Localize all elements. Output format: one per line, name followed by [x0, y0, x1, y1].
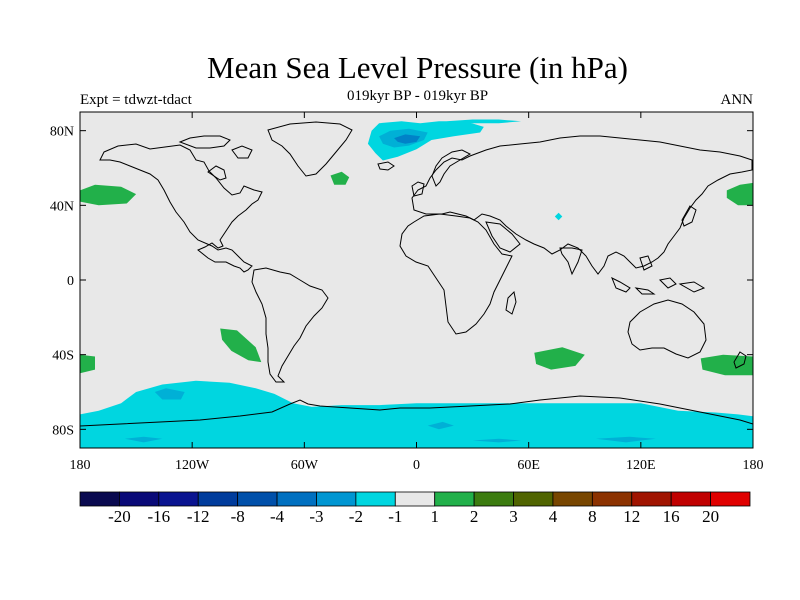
- region-atlantic-spot: [330, 171, 350, 185]
- x-tick-label: 60W: [291, 458, 319, 473]
- coastline-south-america: [251, 267, 329, 383]
- coastline-british-isles: [411, 181, 425, 197]
- region-antarctic-core-5: [596, 436, 656, 443]
- colorbar-label: -12: [187, 507, 210, 526]
- colorbar-swatch: [631, 491, 672, 507]
- region-antarctic-core-2: [124, 436, 163, 443]
- colorbar-swatch: [513, 491, 554, 507]
- region-south-pacific-high-west: [80, 354, 95, 374]
- y-tick-label: 80N: [50, 125, 74, 140]
- coastline-eurasia: [411, 135, 753, 275]
- colorbar-swatch: [158, 491, 199, 507]
- colorbar-label: 3: [509, 507, 518, 526]
- region-north-atlantic-low-inner: [394, 134, 421, 144]
- colorbar-swatch: [237, 491, 278, 507]
- colorbar-label: 2: [470, 507, 479, 526]
- colorbar-label: -8: [231, 507, 245, 526]
- region-tibet-spot: [554, 212, 563, 221]
- x-tick-label: 180: [70, 458, 91, 473]
- season-label: ANN: [720, 92, 754, 108]
- y-tick-label: 40S: [52, 349, 74, 364]
- colorbar-swatch: [710, 491, 751, 507]
- colorbar-label: 1: [430, 507, 439, 526]
- experiment-label: Expt = tdwzt-tdact: [80, 92, 192, 108]
- region-antarctic-core-3: [427, 421, 454, 430]
- coastline-japan: [681, 205, 697, 227]
- region-north-pacific-high-east: [726, 182, 753, 206]
- colorbar-label: -1: [388, 507, 402, 526]
- coastline-new-zealand: [733, 351, 747, 369]
- colorbar-swatch: [316, 491, 357, 507]
- region-antarctic-core-1: [154, 388, 185, 400]
- region-south-indian-high: [534, 347, 585, 370]
- region-arctic-ridge: [446, 119, 522, 124]
- map-title: Mean Sea Level Pressure (in hPa): [207, 50, 628, 85]
- colorbar-swatch: [434, 491, 475, 507]
- colorbar-swatch: [591, 491, 633, 507]
- colorbar-swatch: [355, 491, 396, 507]
- region-antarctic-core-4: [472, 438, 522, 443]
- coastline-indonesia: [611, 255, 706, 295]
- colorbar-label: -2: [349, 507, 363, 526]
- colorbar-swatch: [670, 491, 711, 507]
- coastline-north-america: [99, 143, 263, 273]
- colorbar-swatch: [79, 491, 120, 507]
- colorbar-label: 16: [663, 507, 680, 526]
- x-tick-label: 60E: [517, 458, 540, 473]
- coastline-hudson-bay: [207, 165, 227, 181]
- colorbar-swatch: [473, 491, 514, 507]
- colorbar-label: -16: [147, 507, 170, 526]
- colorbar-label: -3: [309, 507, 323, 526]
- x-tick-label: 120W: [175, 458, 210, 473]
- y-tick-label: 0: [67, 274, 74, 289]
- colorbar-label: 12: [623, 507, 640, 526]
- x-tick-label: 0: [413, 458, 420, 473]
- coastline-india: [559, 247, 583, 276]
- colorbar-label: 4: [549, 507, 558, 526]
- colorbar-swatch: [197, 491, 239, 507]
- region-antarctic-band: [80, 380, 753, 448]
- coastline-africa: [399, 213, 513, 335]
- coastline-antarctica: [80, 395, 753, 427]
- region-south-pacific-high: [220, 328, 262, 363]
- coastline-iceland: [377, 161, 395, 171]
- colorbar-label: -4: [270, 507, 285, 526]
- colorbar-label: -20: [108, 507, 131, 526]
- colorbar-swatch: [276, 491, 317, 507]
- y-tick-label: 80S: [52, 423, 74, 438]
- x-tick-label: 180: [743, 458, 764, 473]
- time-period-label: 019kyr BP - 019kyr BP: [346, 88, 489, 104]
- coastline-greenland: [267, 121, 353, 177]
- coastline-arctic-islands: [178, 135, 253, 159]
- colorbar-label: 8: [588, 507, 597, 526]
- coastline-australia: [627, 299, 707, 359]
- colorbar-swatch: [552, 491, 593, 507]
- colorbar-swatch: [394, 491, 436, 507]
- coastline-madagascar: [505, 290, 517, 315]
- y-tick-label: 40N: [50, 199, 74, 214]
- x-tick-label: 120E: [626, 458, 656, 473]
- region-south-pacific-high-east: [700, 354, 753, 376]
- colorbar-swatch: [119, 491, 160, 507]
- region-north-pacific-high-west: [80, 184, 137, 206]
- coastline-scandinavia: [431, 149, 472, 187]
- colorbar-label: 20: [702, 507, 719, 526]
- coastline-arabia: [485, 221, 521, 253]
